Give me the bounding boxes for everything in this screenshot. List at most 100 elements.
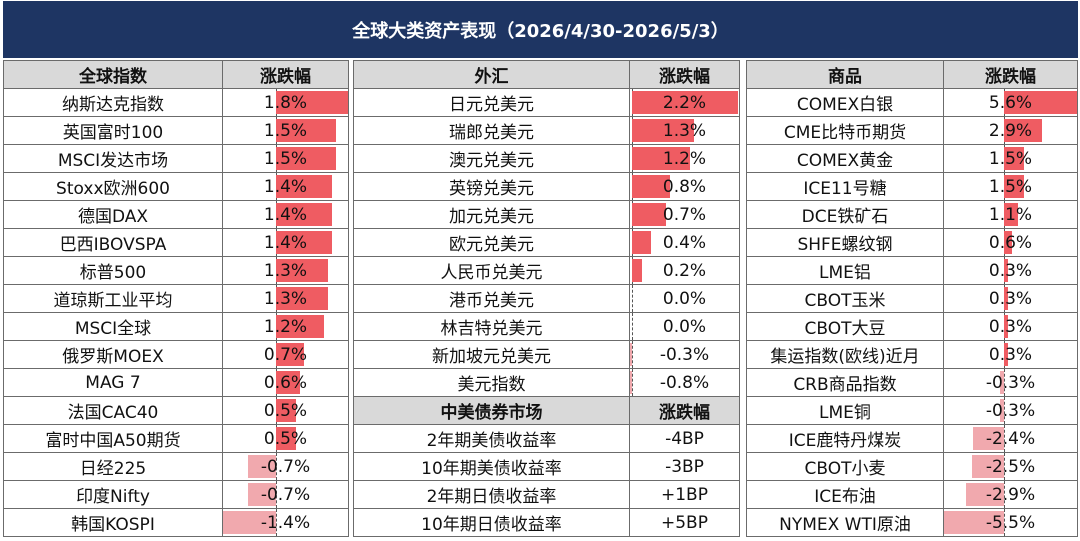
negative-change-bar [630,343,632,366]
table-row: SHFE螺纹钢 0.6% [746,228,1078,257]
zero-axis-line [1004,481,1005,508]
change-value: 0.3% [988,316,1033,337]
table-row: 人民币兑美元 0.2% [353,256,740,285]
asset-name: CBOT小麦 [746,452,944,481]
zero-axis-line [1004,397,1005,424]
positive-change-bar [276,175,332,198]
positive-change-bar [632,175,671,198]
table-row: 德国DAX 1.4% [3,200,349,229]
asset-name: 10年期美债收益率 [353,452,630,481]
zero-axis-line [276,481,277,508]
table-row: COMEX白银 5.6% [746,88,1078,117]
zero-axis-line [276,453,277,480]
asset-name: 俄罗斯MOEX [3,340,223,369]
asset-name: COMEX黄金 [746,144,944,173]
asset-name: 欧元兑美元 [353,228,630,257]
global-index-table: 全球指数 涨跌幅 纳斯达克指数 1.8% 英国富时100 1.5% MSCI发达市场 1.… [3,60,349,537]
change-cell: 1.8% [222,88,349,117]
change-cell: -2.5% [943,452,1078,481]
positive-change-bar [276,119,336,142]
positive-change-bar [632,147,690,170]
table-row: MSCI全球 1.2% [3,312,349,341]
asset-name: MSCI发达市场 [3,144,223,173]
asset-name: CME比特币期货 [746,116,944,145]
positive-change-bar [1004,259,1008,282]
asset-name: 英国富时100 [3,116,223,145]
asset-name: Stoxx欧洲600 [3,172,223,201]
table-row: LME铜 -0.3% [746,396,1078,425]
asset-name: NYMEX WTI原油 [746,508,944,537]
table-row: ICE布油 -2.9% [746,480,1078,509]
change-cell: 1.5% [222,116,349,145]
commodity-table: 商品 涨跌幅 COMEX白银 5.6% CME比特币期货 2.9% COMEX黄金 1.5… [746,60,1078,537]
change-cell: -2.9% [943,480,1078,509]
change-value: 0.6% [263,372,308,393]
change-value: 1.4% [263,176,308,197]
page-title: 全球大类资产表现（2026/4/30-2026/5/3） [3,1,1078,58]
change-value: -2.9% [985,484,1036,505]
change-value: 0.5% [263,428,308,449]
asset-name: COMEX白银 [746,88,944,117]
change-value: +5BP [661,512,708,533]
table-row: 日经225 -0.7% [3,452,349,481]
positive-change-bar [276,371,300,394]
table-row: 英镑兑美元 0.8% [353,172,740,201]
change-cell: -0.7% [222,480,349,509]
change-cell: -1.4% [222,508,349,537]
change-value: 0.7% [662,204,707,225]
table-row: CBOT大豆 0.3% [746,312,1078,341]
change-column-header: 涨跌幅 [629,396,740,425]
asset-name: 德国DAX [3,200,223,229]
asset-name: 林吉特兑美元 [353,312,630,341]
zero-axis-line [1004,425,1005,452]
change-value: 1.2% [662,148,707,169]
change-cell: +1BP [629,480,740,509]
table-row: 10年期日债收益率 +5BP [353,508,740,537]
change-value: 0.8% [662,176,707,197]
change-cell: 1.4% [222,200,349,229]
change-cell: -3BP [629,452,740,481]
zero-axis-line [1004,509,1005,536]
change-value: -0.8% [659,372,710,393]
table-row: 巴西IBOVSPA 1.4% [3,228,349,257]
table-row: 2年期美债收益率 -4BP [353,424,740,453]
change-cell: 1.3% [222,284,349,313]
change-cell: 0.0% [629,284,740,313]
table-row: 日元兑美元 2.2% [353,88,740,117]
change-cell: 0.6% [943,228,1078,257]
asset-name: 日元兑美元 [353,88,630,117]
table-row: 韩国KOSPI -1.4% [3,508,349,537]
change-cell: 2.9% [943,116,1078,145]
asset-name: 日经225 [3,452,223,481]
change-cell: 0.3% [943,284,1078,313]
positive-change-bar [1004,287,1008,310]
positive-change-bar [276,315,324,338]
asset-name: ICE鹿特丹煤炭 [746,424,944,453]
table-row: CRB商品指数 -0.3% [746,368,1078,397]
table-row: CME比特币期货 2.9% [746,116,1078,145]
change-column-header: 涨跌幅 [943,60,1078,89]
change-value: +1BP [661,484,708,505]
table-row: 新加坡元兑美元 -0.3% [353,340,740,369]
positive-change-bar [632,91,738,114]
asset-name: 瑞郎兑美元 [353,116,630,145]
positive-change-bar [276,399,296,422]
change-cell: 0.6% [222,368,349,397]
change-cell: +5BP [629,508,740,537]
global-index-panel: 全球指数 涨跌幅 纳斯达克指数 1.8% 英国富时100 1.5% MSCI发达市场 1.… [3,60,349,537]
asset-name: 10年期日债收益率 [353,508,630,537]
bond-market-column-header: 中美债券市场 [353,396,630,425]
asset-name: DCE铁矿石 [746,200,944,229]
change-value: 1.5% [263,148,308,169]
change-cell: 0.4% [629,228,740,257]
negative-change-bar [1000,371,1004,394]
table-row: 集运指数(欧线)近月 0.3% [746,340,1078,369]
change-value: -0.3% [985,372,1036,393]
fx-header-row: 外汇 涨跌幅 [353,60,740,89]
change-cell: -0.7% [222,452,349,481]
negative-change-bar [972,427,1004,450]
change-cell: 0.3% [943,312,1078,341]
table-row: 俄罗斯MOEX 0.7% [3,340,349,369]
asset-name: 巴西IBOVSPA [3,228,223,257]
